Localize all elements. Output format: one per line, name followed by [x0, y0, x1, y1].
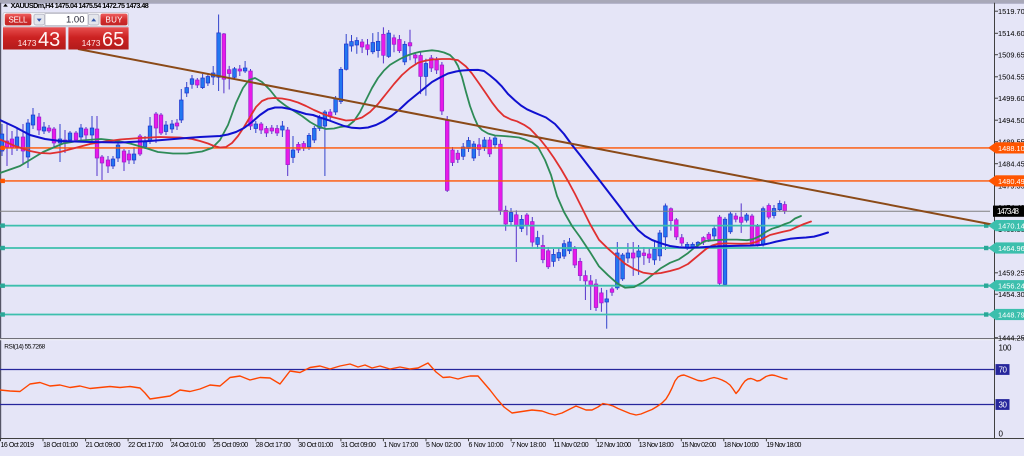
- svg-text:6 Nov 10:00: 6 Nov 10:00: [469, 442, 504, 449]
- svg-text:43: 43: [38, 29, 60, 51]
- svg-text:RSI(14) 55.7268: RSI(14) 55.7268: [4, 344, 45, 351]
- svg-text:1494.50: 1494.50: [998, 116, 1024, 125]
- svg-text:30 Oct 01:00: 30 Oct 01:00: [298, 442, 333, 449]
- svg-text:1509.65: 1509.65: [998, 51, 1024, 60]
- svg-text:1504.55: 1504.55: [998, 73, 1024, 82]
- svg-text:1473.48: 1473.48: [997, 207, 1020, 216]
- svg-text:1.00: 1.00: [66, 15, 85, 26]
- svg-text:SELL: SELL: [9, 15, 29, 24]
- svg-text:1519.70: 1519.70: [998, 7, 1024, 16]
- svg-text:25 Oct 09:00: 25 Oct 09:00: [213, 442, 248, 449]
- svg-text:5 Nov 02:00: 5 Nov 02:00: [426, 442, 461, 449]
- svg-text:18 Oct 01:00: 18 Oct 01:00: [43, 442, 78, 449]
- svg-text:1470.14: 1470.14: [998, 222, 1024, 231]
- svg-text:1473: 1473: [18, 38, 37, 48]
- svg-text:22 Oct 17:00: 22 Oct 17:00: [128, 442, 163, 449]
- svg-text:65: 65: [102, 29, 124, 51]
- svg-text:1499.60: 1499.60: [998, 94, 1024, 103]
- svg-text:13 Nov 18:00: 13 Nov 18:00: [639, 442, 674, 449]
- svg-text:1480.49: 1480.49: [998, 177, 1024, 186]
- svg-text:24 Oct 01:00: 24 Oct 01:00: [171, 442, 206, 449]
- svg-text:70: 70: [999, 365, 1008, 374]
- svg-text:19 Nov 18:00: 19 Nov 18:00: [766, 442, 801, 449]
- svg-text:12 Nov 10:00: 12 Nov 10:00: [596, 442, 631, 449]
- svg-text:16 Oct 2019: 16 Oct 2019: [1, 442, 35, 449]
- svg-text:7 Nov 18:00: 7 Nov 18:00: [511, 442, 546, 449]
- svg-text:1459.25: 1459.25: [998, 269, 1024, 278]
- svg-text:31 Oct 09:00: 31 Oct 09:00: [341, 442, 376, 449]
- svg-text:30: 30: [999, 400, 1008, 409]
- svg-text:XAUUSDm,H4 1475.04 1475.54 14: XAUUSDm,H4 1475.04 1475.54 1472.75 1473.…: [11, 1, 149, 10]
- svg-text:1473: 1473: [82, 38, 101, 48]
- svg-text:21 Oct 09:00: 21 Oct 09:00: [86, 442, 121, 449]
- svg-text:1454.30: 1454.30: [998, 290, 1024, 299]
- svg-text:28 Oct 17:00: 28 Oct 17:00: [256, 442, 291, 449]
- svg-text:18 Nov 10:00: 18 Nov 10:00: [724, 442, 759, 449]
- svg-text:0: 0: [999, 430, 1004, 439]
- svg-text:1464.96: 1464.96: [998, 244, 1024, 253]
- svg-text:1 Nov 17:00: 1 Nov 17:00: [383, 442, 418, 449]
- svg-text:15 Nov 02:00: 15 Nov 02:00: [681, 442, 716, 449]
- svg-text:1484.45: 1484.45: [998, 160, 1024, 169]
- svg-text:1444.25: 1444.25: [998, 334, 1024, 343]
- svg-text:11 Nov 02:00: 11 Nov 02:00: [554, 442, 589, 449]
- svg-text:1488.10: 1488.10: [998, 144, 1024, 153]
- svg-text:1456.24: 1456.24: [998, 282, 1024, 291]
- svg-text:BUY: BUY: [106, 15, 124, 24]
- svg-text:100: 100: [999, 344, 1013, 353]
- svg-text:1448.79: 1448.79: [998, 310, 1024, 319]
- svg-text:1514.60: 1514.60: [998, 29, 1024, 38]
